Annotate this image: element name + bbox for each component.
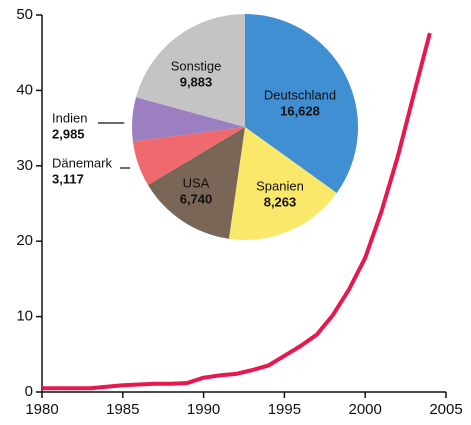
x-tick-label: 2000: [349, 401, 382, 418]
y-tick-label: 30: [16, 157, 33, 174]
y-tick-label: 10: [16, 308, 33, 325]
y-tick-label: 20: [16, 232, 33, 249]
pie-slice: [132, 97, 245, 142]
pie-value-label: 3,117: [52, 171, 84, 186]
pie-label: Dänemark: [52, 155, 112, 170]
line: [42, 32, 432, 391]
x-tick-label: 1980: [25, 401, 58, 418]
y-tick-label: 0: [25, 383, 33, 400]
x-tick-label: 1985: [106, 401, 139, 418]
pie-slice: [228, 127, 337, 241]
y-tick-label: 40: [16, 81, 33, 98]
pie-value-label: 6,740: [180, 191, 213, 206]
pie-label: Deutschland: [264, 87, 336, 102]
pie-slice: [132, 127, 245, 185]
pie-value-label: 2,985: [52, 126, 85, 141]
y-tick-label: 50: [16, 6, 33, 23]
x-tick-label: 1995: [268, 401, 301, 418]
pie-slice: [135, 14, 245, 127]
pie-slice: [245, 14, 359, 193]
pie-slice: [147, 127, 245, 239]
pie-value-label: 8,263: [264, 194, 297, 209]
pie-value-label: 16,628: [280, 103, 320, 118]
pie-label: Indien: [52, 110, 87, 125]
pie-label: Sonstige: [171, 58, 222, 73]
pie-label: Spanien: [256, 178, 304, 193]
x-tick-label: 2005: [429, 401, 462, 418]
x-tick-label: 1990: [187, 401, 220, 418]
pie-label: USA: [183, 175, 210, 190]
pie-value-label: 9,883: [180, 74, 213, 89]
